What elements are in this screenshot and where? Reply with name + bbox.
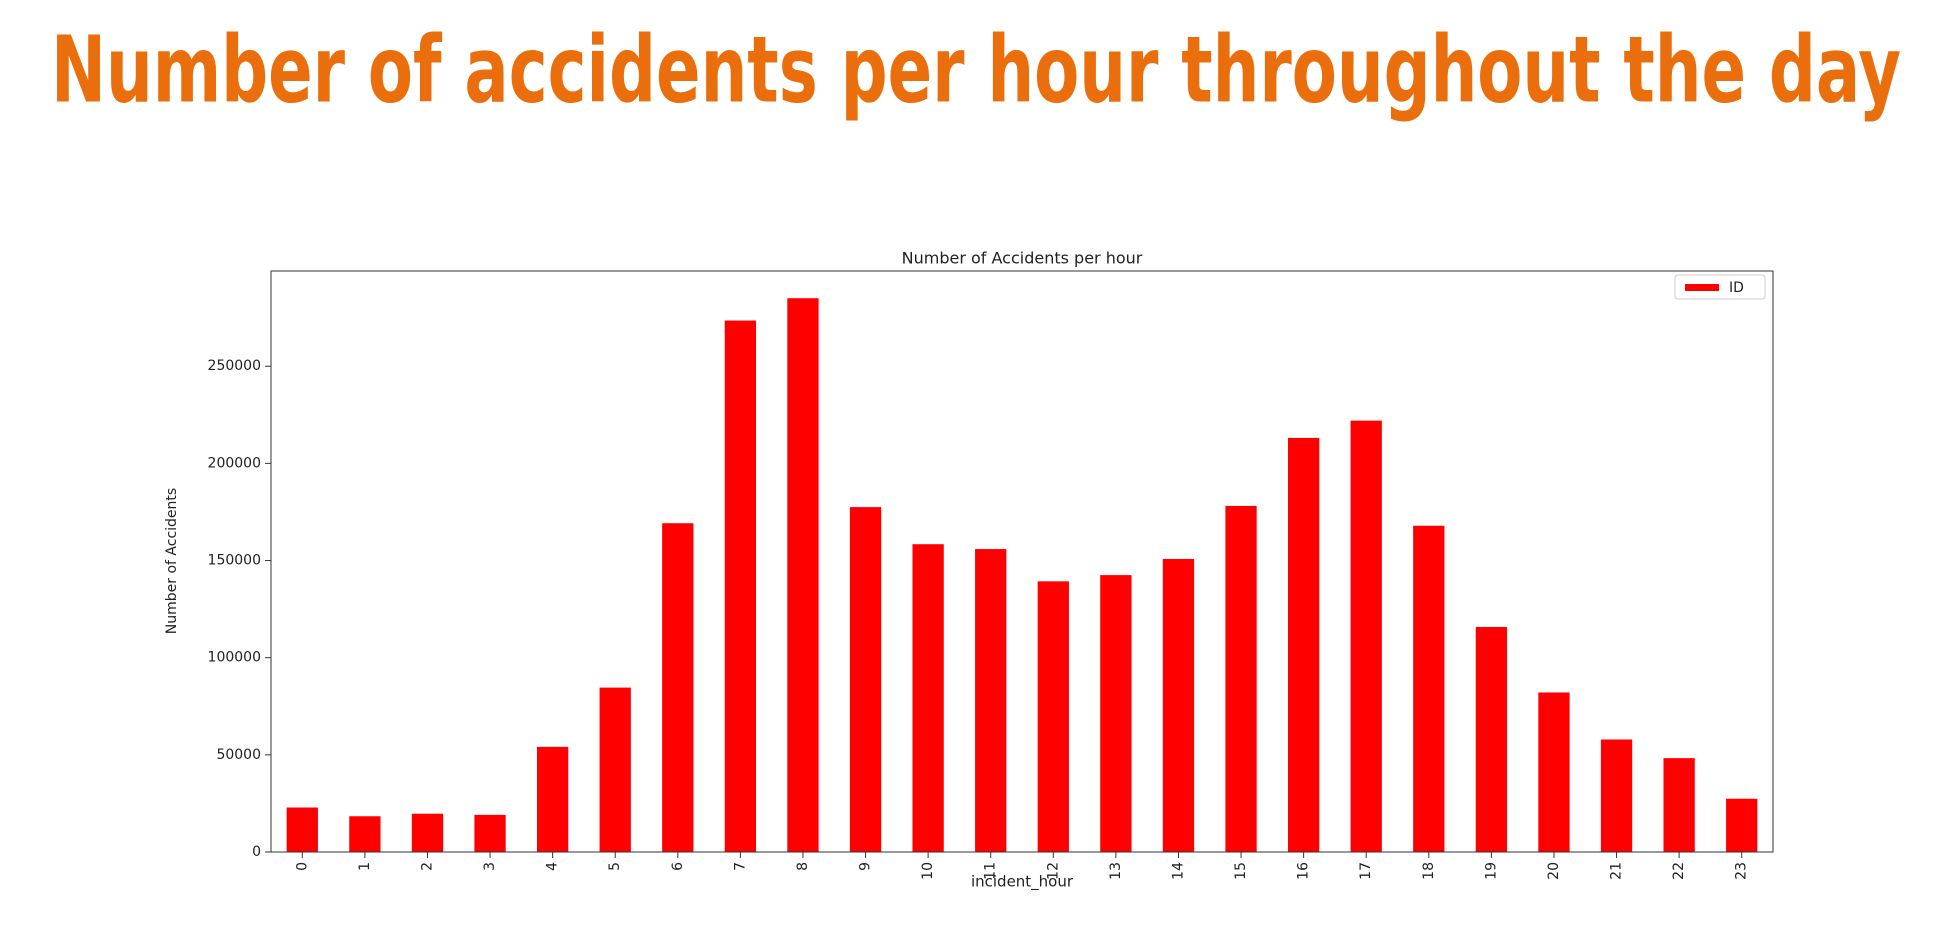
x-tick-label: 6 xyxy=(670,862,686,871)
x-tick-label: 4 xyxy=(545,862,561,871)
x-tick-label: 7 xyxy=(732,862,748,871)
bar xyxy=(662,523,694,852)
legend-label: ID xyxy=(1729,280,1744,296)
x-tick-label: 18 xyxy=(1421,862,1437,880)
bar xyxy=(286,807,318,852)
y-axis-label: Number of Accidents xyxy=(164,488,180,634)
bar xyxy=(536,746,569,852)
bar xyxy=(349,816,381,852)
y-tick-label: 50000 xyxy=(216,747,261,763)
bar xyxy=(1600,739,1633,852)
bar xyxy=(1162,558,1195,852)
x-tick-label: 11 xyxy=(983,862,999,880)
bar xyxy=(1350,420,1382,852)
bar xyxy=(1726,798,1758,852)
x-tick-label: 0 xyxy=(294,862,310,871)
x-tick-label: 3 xyxy=(482,862,498,871)
chart-title: Number of Accidents per hour xyxy=(902,249,1143,268)
x-tick-label: 12 xyxy=(1045,862,1061,880)
plot-frame xyxy=(270,270,1774,853)
x-tick-label: 9 xyxy=(858,862,874,871)
x-tick-label: 17 xyxy=(1358,862,1374,880)
y-tick-label: 100000 xyxy=(208,650,261,666)
bar xyxy=(975,549,1007,852)
x-tick-label: 13 xyxy=(1108,862,1124,880)
bar xyxy=(1225,505,1257,852)
bar xyxy=(411,813,444,852)
x-tick-label: 20 xyxy=(1546,862,1562,880)
bar xyxy=(1287,437,1320,852)
slide-title: Number of accidents per hour throughout … xyxy=(51,16,1901,123)
x-tick-label: 19 xyxy=(1483,862,1499,880)
bar xyxy=(1663,758,1695,852)
x-tick-label: 1 xyxy=(357,862,373,871)
bar xyxy=(724,320,757,852)
x-tick-label: 22 xyxy=(1671,862,1687,880)
x-tick-label: 16 xyxy=(1296,862,1312,880)
y-tick-label: 0 xyxy=(252,844,261,860)
x-tick-label: 8 xyxy=(795,862,811,871)
bar xyxy=(1413,525,1445,852)
legend-swatch xyxy=(1685,284,1719,291)
x-axis-label: incident_hour xyxy=(971,873,1074,892)
x-tick-label: 10 xyxy=(920,862,936,880)
bar xyxy=(474,814,506,852)
x-tick-label: 23 xyxy=(1734,862,1750,880)
x-tick-label: 2 xyxy=(419,862,435,871)
bar xyxy=(912,544,944,852)
x-tick-label: 21 xyxy=(1609,862,1625,880)
bar xyxy=(787,298,819,853)
legend-box xyxy=(1674,274,1766,300)
bar xyxy=(1538,692,1570,852)
bar xyxy=(1037,581,1069,852)
x-tick-label: 14 xyxy=(1170,862,1186,880)
bar xyxy=(1475,626,1508,852)
y-tick-label: 250000 xyxy=(208,358,261,374)
bar xyxy=(849,507,882,852)
x-tick-label: 15 xyxy=(1233,862,1249,880)
y-tick-label: 200000 xyxy=(208,455,261,471)
y-tick-label: 150000 xyxy=(208,553,261,569)
bar xyxy=(599,687,631,852)
bar xyxy=(1100,575,1132,852)
x-tick-label: 5 xyxy=(607,862,623,871)
